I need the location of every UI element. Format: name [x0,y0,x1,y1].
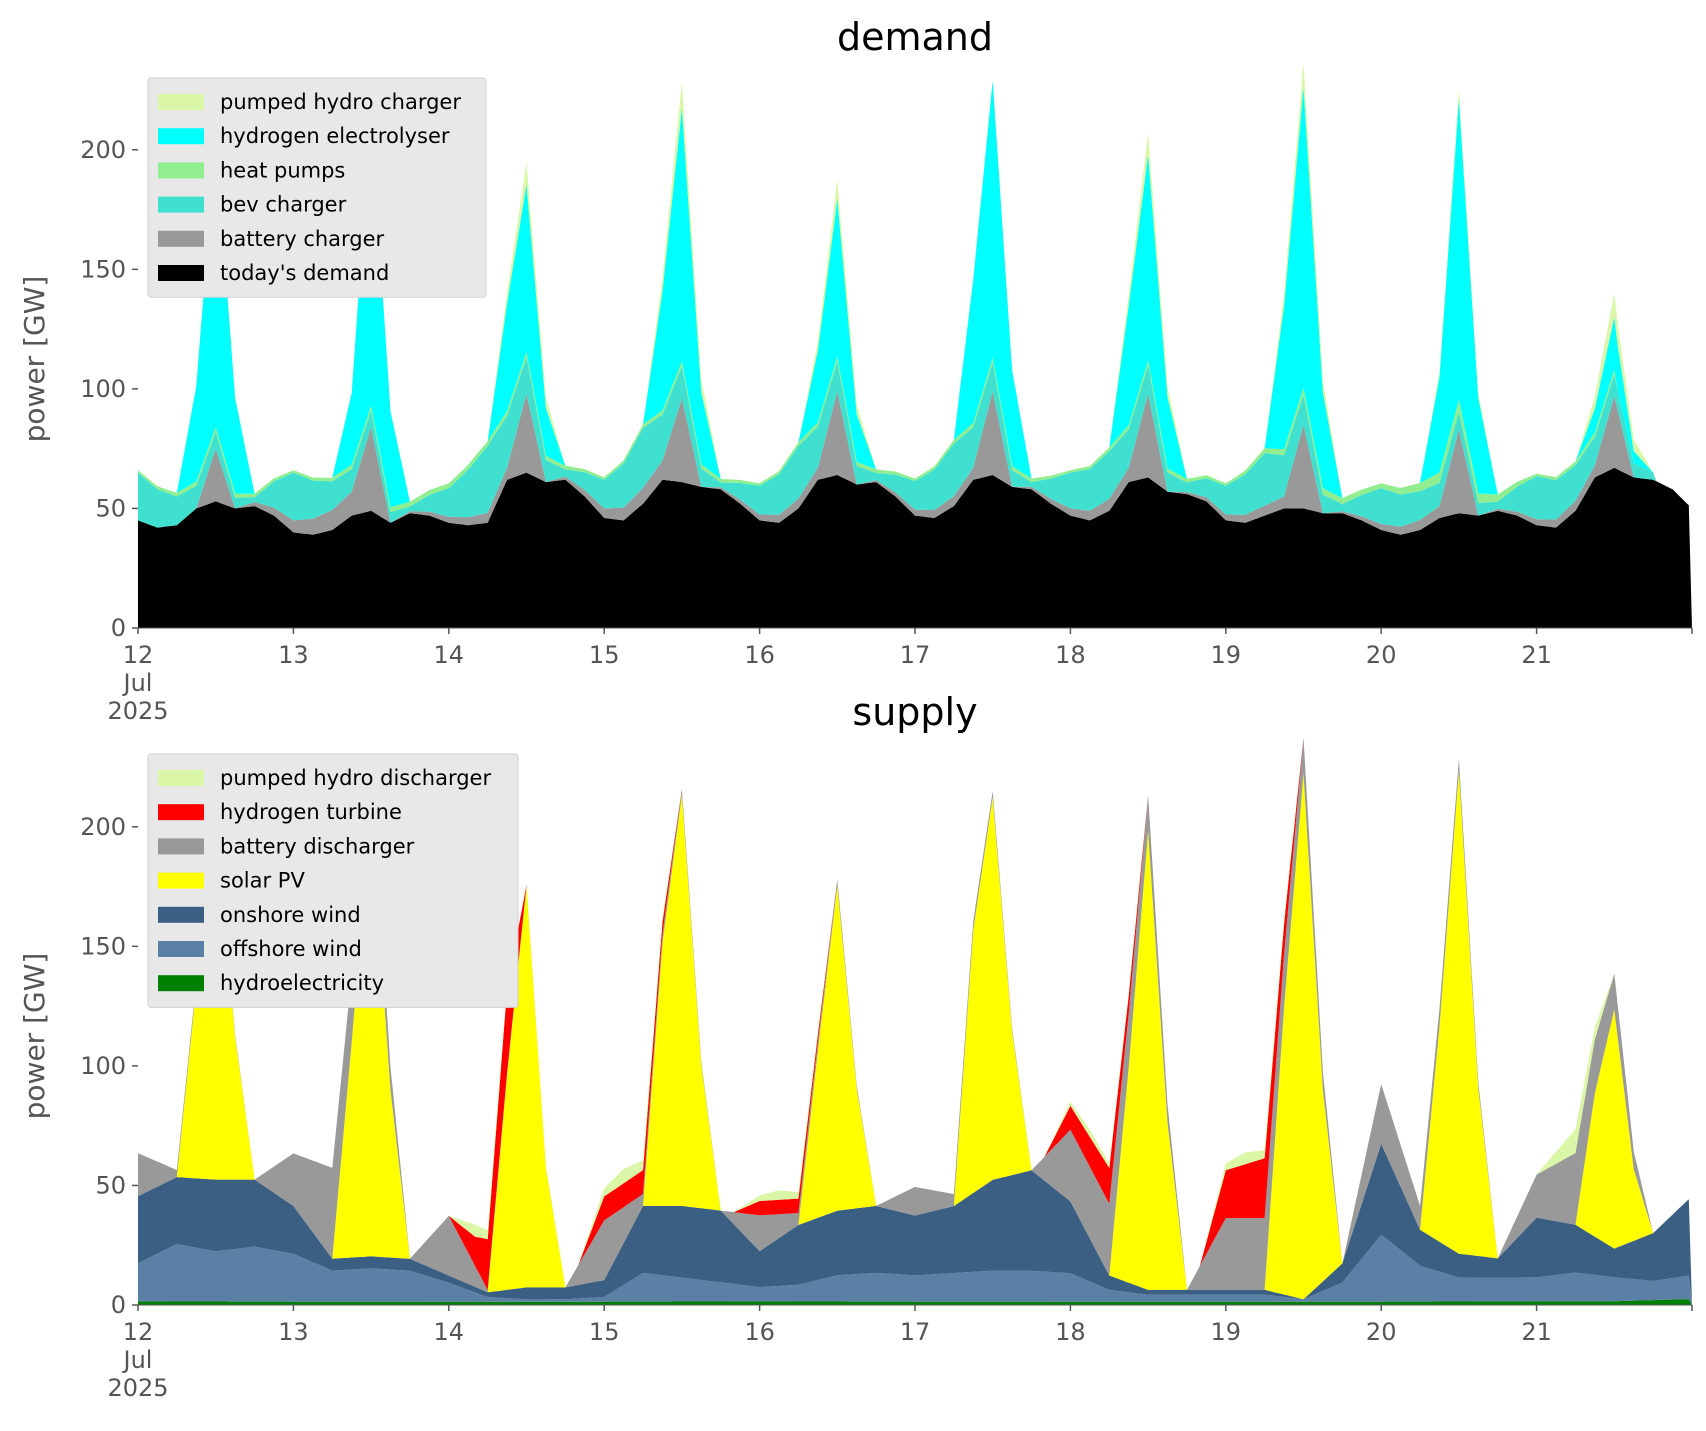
legend-swatch-offshore-wind [158,941,204,957]
legend-label-battery-charger: battery charger [220,227,385,251]
legend-swatch-heat-pumps [158,162,204,179]
x-tick-label: 15 [589,641,620,669]
x-tick-label: 20 [1366,1318,1397,1346]
x-tick-label: 15 [589,1318,620,1346]
demand-legend: pumped hydro charger hydrogen electrolyse… [147,77,487,298]
area-battery-discharger [138,737,1692,1305]
legend-label-hydroelectricity: hydroelectricity [220,971,384,995]
x-tick-label: 16 [744,1318,775,1346]
demand-panel: demand 12 Jul 2025 13 14 15 16 17 18 19 20 21 0 50 100 1… [18,15,1693,725]
y-tick-label: 150 [80,932,126,960]
demand-areas [138,62,1692,628]
x-tick-label: 13 [278,1318,309,1346]
legend-swatch-pumped-hydro-discharger [158,770,204,786]
legend-label-pumped-hydro-charger: pumped hydro charger [220,90,461,114]
legend-swatch-today-s-demand [158,265,204,281]
area-today-s-demand [138,467,1692,628]
legend-label-bev-charger: bev charger [220,193,347,217]
legend-label-battery-discharger: battery discharger [220,834,415,858]
legend-label-hydrogen-turbine: hydrogen turbine [220,800,402,824]
legend-label-today-s-demand: today's demand [220,261,389,285]
y-tick-label: 100 [80,375,126,403]
y-tick-label: 150 [80,255,126,283]
x-tick-label: 16 [744,641,775,669]
legend-swatch-hydrogen-electrolyser [158,128,204,145]
demand-chart-title: demand [837,15,993,59]
y-tick-label: 200 [80,813,126,841]
supply-chart-title: supply [852,690,977,734]
x-tick-label: 14 [434,641,465,669]
area-battery-charger [138,391,1692,628]
area-hydrogen-electrolyser [138,80,1692,628]
x-tick-label: 21 [1521,1318,1552,1346]
x-tick-label: 17 [900,641,931,669]
x-tick-label: 19 [1211,1318,1242,1346]
supply-areas [138,737,1692,1305]
legend-swatch-hydrogen-turbine [158,804,204,821]
legend-swatch-battery-discharger [158,838,204,855]
demand-y-axis-label: power [GW] [18,276,51,443]
y-tick-label: 100 [80,1052,126,1080]
x-tick-label: 19 [1211,641,1242,669]
area-solar-pv [138,770,1692,1305]
x-tick-label: 17 [900,1318,931,1346]
x-tick-label: 20 [1366,641,1397,669]
legend-swatch-battery-charger [158,230,204,247]
legend-swatch-onshore-wind [158,906,204,923]
legend-box [147,77,487,298]
supply-panel: supply 12 Jul 2025 13 14 15 16 17 18 19 20 21 0 50 100 1… [18,690,1693,1402]
supply-legend: pumped hydro discharger hydrogen turbine b… [147,753,519,1008]
legend-swatch-bev-charger [158,196,204,213]
area-offshore-wind [138,1234,1692,1305]
legend-swatch-solar-pv [158,872,204,889]
legend-swatch-pumped-hydro-charger [158,94,204,110]
legend-box [147,753,519,1008]
x-tick-label: 21 [1521,641,1552,669]
area-onshore-wind [138,1143,1692,1305]
legend-label-offshore-wind: offshore wind [220,937,362,961]
x-tick-label: 14 [434,1318,465,1346]
x-tick-label: 12 Jul 2025 [107,641,168,725]
x-tick-label: 18 [1055,641,1086,669]
x-tick-label: 12 Jul 2025 [107,1318,168,1402]
area-hydroelectricity [138,1299,1692,1305]
y-tick-label: 0 [111,1291,126,1319]
x-tick-label: 18 [1055,1318,1086,1346]
y-tick-label: 50 [95,1171,126,1199]
supply-y-axis-label: power [GW] [18,953,51,1120]
area-bev-charger [138,356,1692,628]
legend-label-solar-pv: solar PV [220,869,305,893]
y-tick-label: 0 [111,614,126,642]
legend-swatch-hydroelectricity [158,975,204,992]
y-tick-label: 200 [80,136,126,164]
legend-label-hydrogen-electrolyser: hydrogen electrolyser [220,124,450,148]
legend-label-onshore-wind: onshore wind [220,903,361,927]
y-tick-label: 50 [95,494,126,522]
legend-label-heat-pumps: heat pumps [220,158,345,182]
legend-label-pumped-hydro-discharger: pumped hydro discharger [220,766,491,790]
x-tick-label: 13 [278,641,309,669]
